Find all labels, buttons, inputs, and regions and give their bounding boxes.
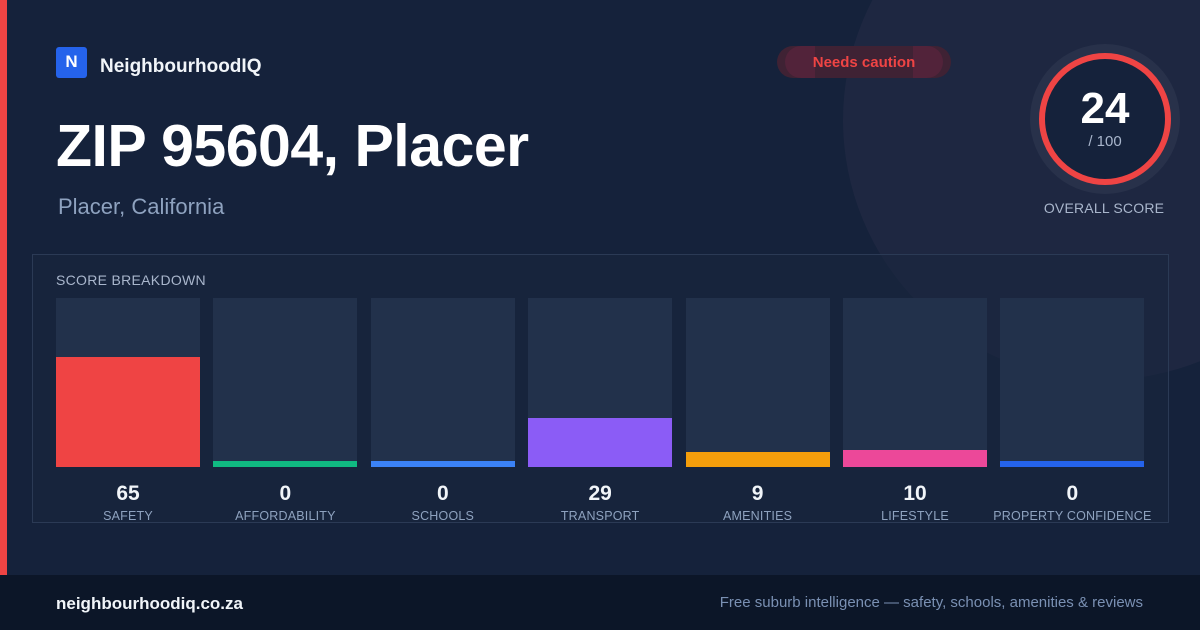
score-bar-value: 10 [903,482,927,505]
overall-score-ring-stroke [1039,53,1171,185]
status-badge-label: Needs caution [812,53,916,71]
score-bar-label: AFFORDABILITY [235,509,336,523]
page-title: ZIP 95604, Placer [56,113,529,179]
score-bar-value: 9 [751,482,764,505]
brand: N NeighbourhoodIQ [56,46,261,78]
brand-name: NeighbourhoodIQ [100,56,262,77]
score-bar-lifestyle: 10 LIFESTYLE [843,298,987,523]
status-badge: Needs caution [777,46,951,78]
score-bar-affordability: 0 AFFORDABILITY [213,298,358,523]
score-bar-value: 0 [1066,482,1079,505]
score-bar-fill [56,357,200,467]
score-breakdown-bars: 65 SAFETY 0 AFFORDABILITY 0 SCHOOLS 29 TRANSPOR… [56,298,1151,523]
score-bar-label: TRANSPORT [560,509,640,523]
score-breakdown-title: SCORE BREAKDOWN [56,272,206,288]
score-bar-track [528,298,673,467]
share-card: N NeighbourhoodIQ Needs caution ZIP 9560… [0,0,1180,575]
score-bar-value: 65 [116,482,140,505]
score-bar-fill [685,451,830,467]
overall-score-max: / 100 [1088,133,1122,150]
score-bar-value: 0 [436,482,449,505]
score-bar-fill [528,418,673,467]
score-bar-track [685,298,830,467]
brand-logo-icon: N [56,46,87,78]
score-bar-fill [1000,461,1145,467]
score-bar-property-confidence: 0 PROPERTY CONFIDENCE [993,298,1151,523]
score-bar-value: 0 [279,482,292,505]
score-bar-label: LIFESTYLE [881,509,949,523]
score-bar-track [213,298,358,467]
score-bar-track [843,298,987,467]
page-subtitle: Placer, California [58,194,225,219]
footer-tagline: Free suburb intelligence — safety, schoo… [719,594,1143,611]
overall-score-value: 24 [1080,84,1130,133]
footer-domain: neighbourhoodiq.co.za [56,594,243,613]
score-bar-schools: 0 SCHOOLS [370,298,515,523]
accent-stripe [0,0,7,575]
score-bar-fill [370,461,515,467]
score-bar-track [370,298,515,467]
score-bar-safety: 65 SAFETY [56,298,200,523]
overall-score-ring: 24 / 100 [1030,44,1180,194]
score-bar-label: AMENITIES [723,509,793,523]
score-bar-label: SCHOOLS [411,509,475,523]
score-bar-track [56,298,200,467]
score-bar-fill [843,450,987,467]
overall-score-caption: OVERALL SCORE [1043,200,1165,216]
score-bar-fill [213,461,358,467]
score-bar-label: SAFETY [103,509,153,523]
score-bar-amenities: 9 AMENITIES [685,298,830,523]
score-bar-transport: 29 TRANSPORT [528,298,673,523]
footer: neighbourhoodiq.co.za Free suburb intell… [0,575,1200,630]
score-bar-track [1000,298,1145,467]
score-breakdown-panel: SCORE BREAKDOWN 65 SAFETY 0 AFFORDABILITY 0 S… [32,254,1169,523]
score-bar-label: PROPERTY CONFIDENCE [993,509,1152,523]
score-bar-value: 29 [588,482,612,505]
